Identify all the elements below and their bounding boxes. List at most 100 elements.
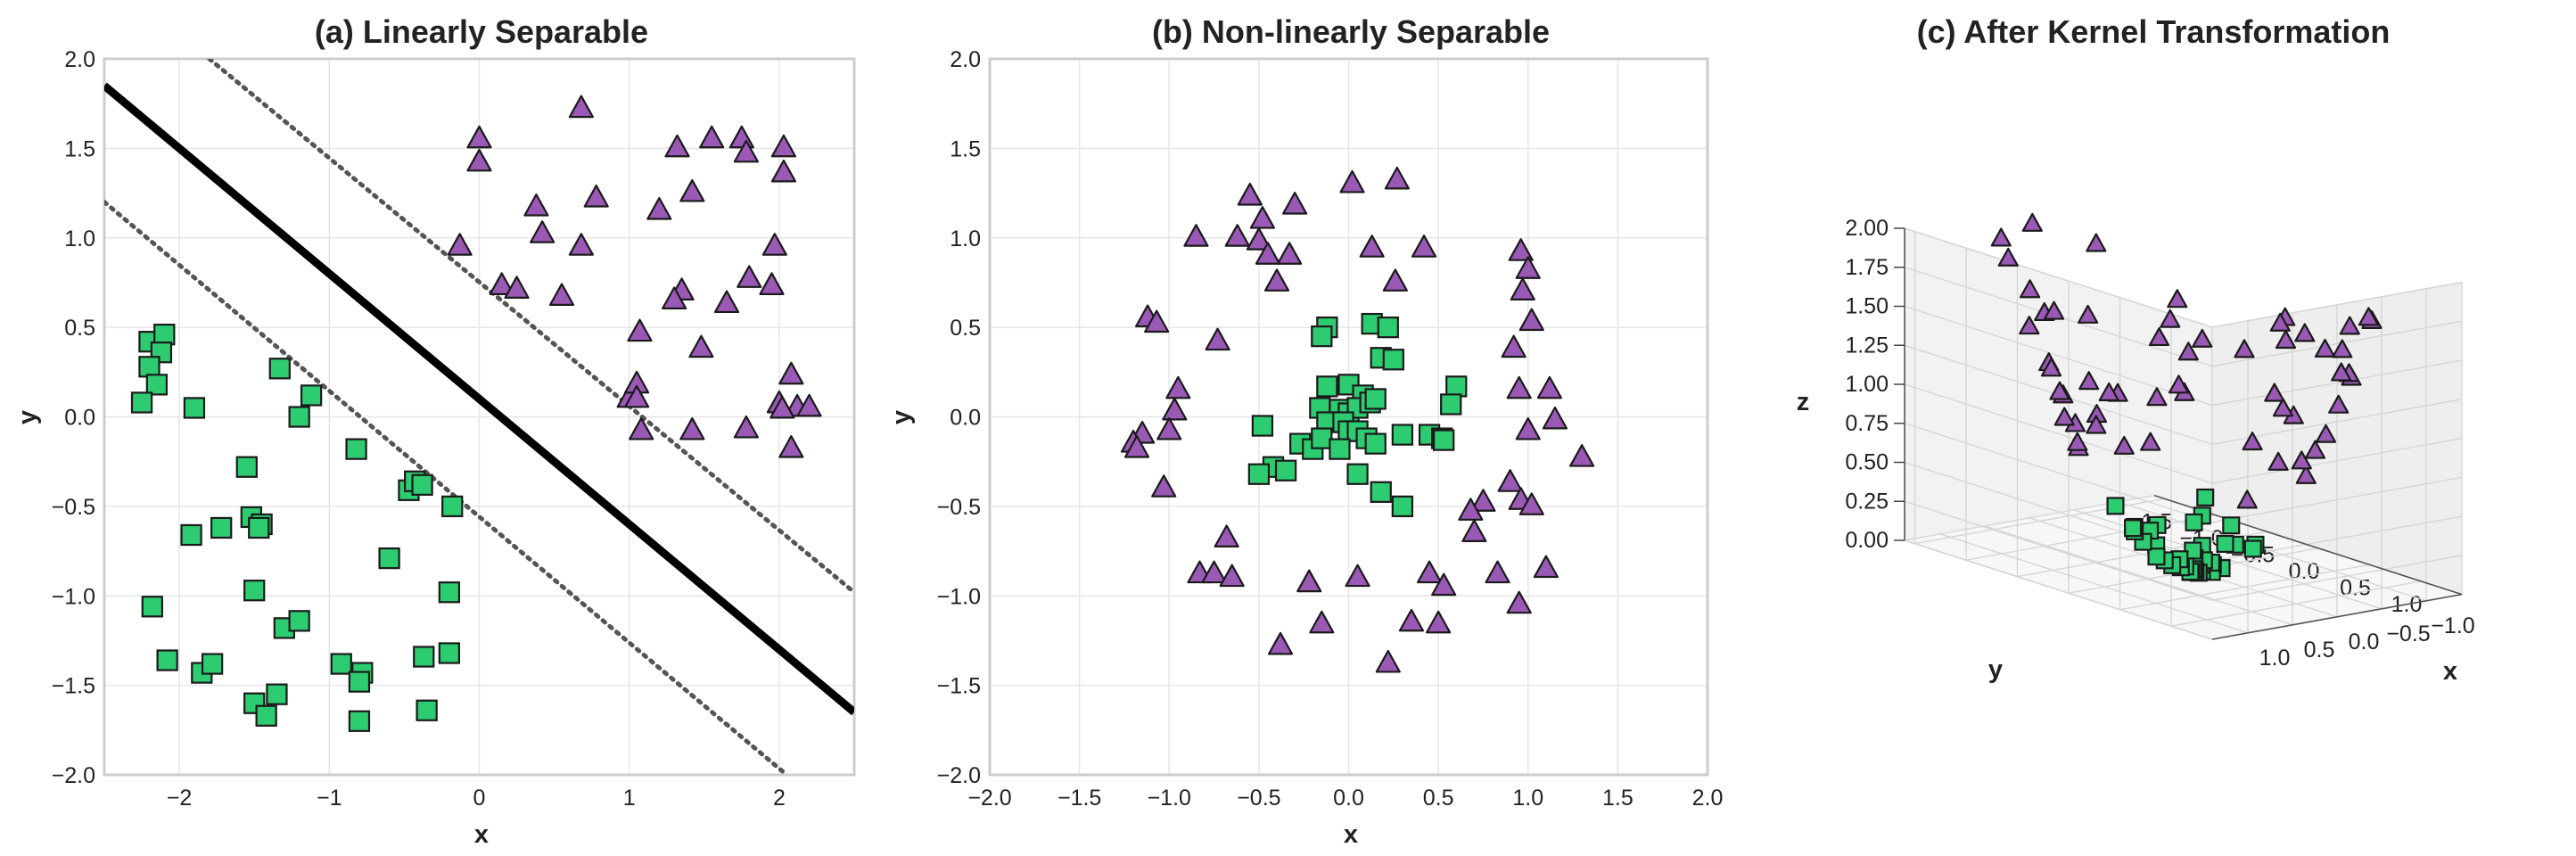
- grid-line: [1904, 227, 2213, 328]
- y-tick-label: 2.0: [950, 47, 981, 72]
- triangle-point: [1249, 206, 1276, 229]
- y-tick-label: 1.0: [950, 226, 981, 251]
- triangle-point: [624, 384, 650, 408]
- triangle-point: [1267, 631, 1294, 655]
- y-tick-label: 0.0: [2289, 559, 2320, 584]
- square-point: [130, 391, 153, 414]
- square-point: [416, 699, 438, 721]
- square-point: [235, 456, 258, 478]
- z-tick-label: 1.25: [1845, 333, 1889, 358]
- x-tick-label: −2.0: [967, 786, 1011, 811]
- x-axis-line: [2211, 593, 2463, 640]
- triangle-point: [2067, 432, 2088, 451]
- grid-line: [2118, 501, 2427, 602]
- triangle-point: [1296, 569, 1322, 593]
- y-axis-label: y: [13, 410, 42, 424]
- y-tick-label: 1.5: [950, 136, 981, 161]
- triangle-point: [466, 125, 492, 149]
- triangle-point: [699, 125, 725, 149]
- triangle-point: [1990, 227, 2012, 247]
- chart-title: (a) Linearly Separable: [315, 13, 648, 50]
- triangle-point: [1123, 435, 1150, 458]
- plot-area: [1120, 166, 1595, 673]
- triangle-point: [2049, 381, 2070, 400]
- triangle-point: [2269, 312, 2291, 332]
- z-tick-label: 2.00: [1845, 216, 1889, 241]
- grid-line: [1904, 383, 2213, 484]
- triangle-point: [1518, 492, 1544, 515]
- x-tick-label: −1: [317, 786, 342, 811]
- square-point: [2196, 488, 2215, 506]
- triangle-point: [2294, 323, 2316, 342]
- triangle-point: [2234, 339, 2255, 358]
- panel-linearly-separable: (a) Linearly Separable x y −2 −1 0 1 2 −2.0 −1…: [13, 13, 856, 849]
- z-axis-label: z: [1797, 388, 1810, 416]
- triangle-point: [2148, 326, 2170, 347]
- plot-area: [104, 59, 854, 775]
- x-tick-label: −1.0: [1148, 786, 1191, 811]
- triangle-point: [1276, 242, 1303, 265]
- triangle-point: [2192, 328, 2213, 348]
- triangle-point: [489, 272, 514, 295]
- triangle-point: [1255, 242, 1281, 265]
- triangle-point: [2043, 300, 2065, 320]
- square-point: [1364, 388, 1387, 410]
- triangle-point: [770, 134, 797, 158]
- triangle-point: [688, 334, 714, 358]
- square-point: [1251, 415, 1274, 437]
- triangle-point: [2098, 382, 2119, 401]
- square-point: [201, 653, 224, 675]
- triangle-point: [2168, 374, 2190, 394]
- plot-frame: [103, 57, 856, 777]
- triangle-point: [1506, 375, 1532, 399]
- triangle-point: [1183, 224, 1209, 247]
- triangle-point: [778, 361, 804, 385]
- square-point: [345, 438, 367, 460]
- triangle-point: [2339, 316, 2360, 335]
- triangle-point: [2113, 435, 2135, 455]
- triangle-point: [530, 220, 556, 243]
- triangle-point: [1359, 235, 1385, 258]
- x-tick-label: 1.5: [1602, 786, 1634, 811]
- triangle-point: [2291, 450, 2312, 470]
- triangle-point: [2304, 440, 2326, 459]
- triangle-point: [583, 184, 609, 208]
- triangle-point: [1515, 256, 1541, 279]
- triangle-point: [1458, 498, 1484, 521]
- y-tick-label: −2.0: [52, 763, 95, 788]
- square-point: [156, 649, 178, 671]
- x-tick-label: 0: [473, 786, 486, 811]
- square-point: [243, 580, 266, 602]
- triangle-point: [629, 416, 654, 440]
- y-tick-label: 0.5: [64, 316, 95, 341]
- triangle-point: [2331, 362, 2352, 382]
- square-point: [1247, 463, 1271, 485]
- x-tick-label: 0.0: [1333, 786, 1364, 811]
- square-point: [438, 581, 461, 604]
- triangle-point: [1501, 334, 1527, 358]
- square-point: [1274, 459, 1297, 482]
- square-point: [1377, 316, 1399, 339]
- triangle-point: [1497, 469, 1523, 492]
- triangle-point: [1237, 182, 1263, 206]
- x-tick-label: −0.5: [2386, 621, 2430, 646]
- triangle-point: [796, 393, 822, 417]
- grid-line: [1984, 525, 2293, 626]
- triangle-point: [1165, 375, 1191, 399]
- x-tick-label: −1.0: [2431, 613, 2474, 638]
- x-tick-label: 1.0: [2259, 646, 2291, 671]
- z-tick-label: 0.00: [1845, 528, 1889, 553]
- triangle-point: [1461, 519, 1487, 542]
- square-point: [2216, 534, 2234, 553]
- panel-kernel-transformation: (c) After Kernel Transformation y x z 0.…: [1797, 13, 2475, 686]
- square-point: [210, 516, 233, 539]
- triangle-point: [1506, 590, 1532, 614]
- square-point: [1316, 375, 1338, 398]
- z-tick-label: 1.00: [1845, 372, 1889, 397]
- y-tick-label: 2.0: [64, 47, 95, 72]
- triangle-point: [1345, 564, 1370, 588]
- square-point: [248, 516, 270, 539]
- triangle-point: [733, 415, 759, 439]
- triangle-point: [737, 265, 762, 288]
- triangle-point: [1536, 375, 1563, 399]
